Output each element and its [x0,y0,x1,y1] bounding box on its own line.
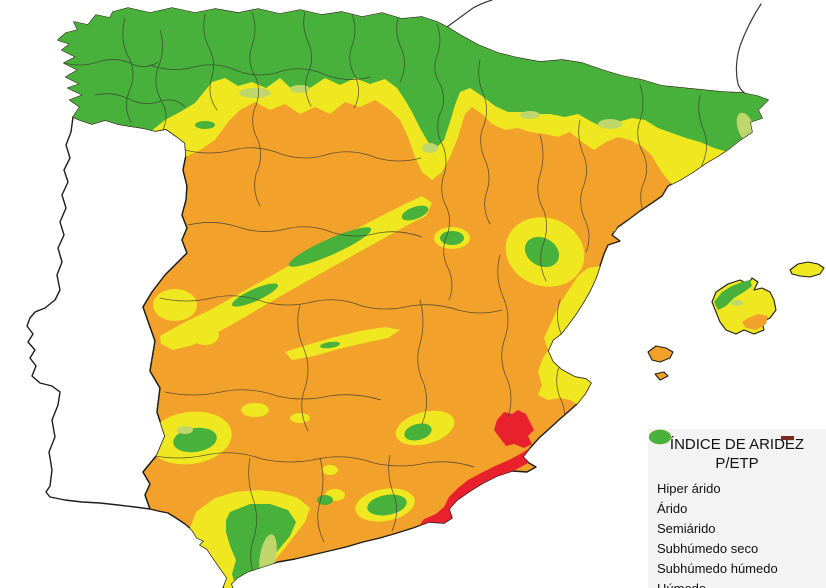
legend: ÍNDICE DE ARIDEZ P/ETP Hiper árido Árido… [648,429,826,588]
menorca-island [789,261,825,278]
legend-item-label: Subhúmedo seco [657,541,759,556]
legend-item: Subhúmedo seco [648,429,826,559]
mallorca-subhumid-wet-fleck [731,300,743,306]
legend-title-line1: ÍNDICE DE ARIDEZ [669,436,805,453]
mallorca-semiarid-patch [742,314,768,330]
legend-item: Árido [648,429,826,519]
legend-title-line2: P/ETP [715,454,759,472]
white-patch [160,521,179,537]
legend-item-label: Semiárido [657,521,716,536]
legend-item: Semiárido [648,429,826,539]
formentera-island [654,371,669,381]
legend-title: ÍNDICE DE ARIDEZ P/ETP [648,429,826,474]
legend-item: Húmedo [648,429,826,588]
mallorca-humid-band [714,280,752,310]
legend-item-label: Hiper árido [657,481,721,496]
legend-item-label: Subhúmedo húmedo [657,561,778,576]
legend-dash-artifact [781,436,794,440]
legend-item: Hiper árido [648,429,826,499]
legend-item-label: Húmedo [657,581,706,588]
legend-item: Subhúmedo húmedo [648,429,826,579]
legend-rows: Hiper árido Árido Semiárido Subhúmedo se… [648,429,826,588]
legend-item-label: Árido [657,501,688,516]
humedo-swatch-icon [649,429,671,445]
ibiza-island [647,345,674,363]
province-borders [59,11,707,581]
balearic-islands [647,261,825,381]
